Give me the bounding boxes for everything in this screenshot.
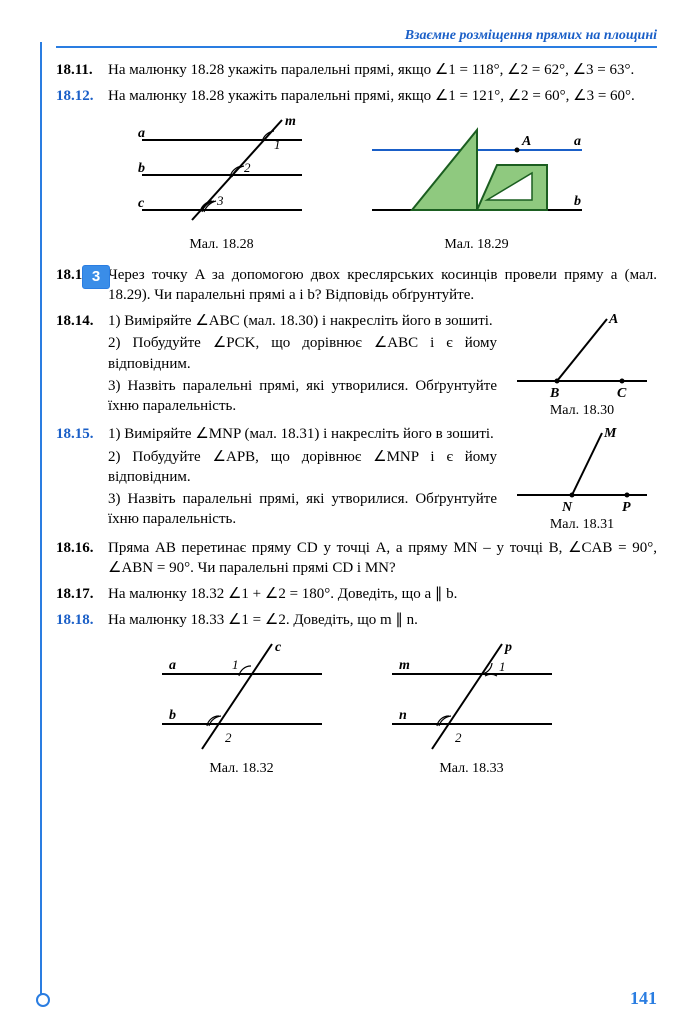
problem-text: На малюнку 18.28 укажіть паралельні прям… <box>108 86 657 106</box>
figure-caption: Мал. 18.31 <box>507 517 657 533</box>
svg-text:a: a <box>169 658 176 673</box>
problem-18-13: 18.13. Через точку A за допомогою двох к… <box>56 265 657 306</box>
svg-text:b: b <box>138 161 145 176</box>
textbook-page: Взаємне розміщення прямих на площині 18.… <box>0 0 695 1029</box>
svg-text:2: 2 <box>244 160 251 175</box>
problem-subitem: 3) Назвіть паралельні прямі, які утворил… <box>108 376 497 417</box>
figure-18-28: a b c m 1 2 3 Мал. 18.28 <box>122 115 322 253</box>
problem-18-14: 18.14. 1) Виміряйте ∠ABC (мал. 18.30) і … <box>56 311 497 418</box>
section-title: Взаємне розміщення прямих на площині <box>56 28 657 48</box>
svg-text:c: c <box>275 640 282 655</box>
figure-caption: Мал. 18.28 <box>122 237 322 253</box>
problems-14-15-block: 18.14. 1) Виміряйте ∠ABC (мал. 18.30) і … <box>56 311 657 538</box>
svg-text:2: 2 <box>455 730 462 745</box>
figure-18-33: m n p 1 2 Мал. 18.33 <box>377 639 567 777</box>
svg-text:N: N <box>561 500 573 515</box>
svg-text:b: b <box>574 194 581 209</box>
svg-text:b: b <box>169 708 176 723</box>
problem-number: 18.17. <box>56 584 108 604</box>
svg-text:A: A <box>521 134 531 149</box>
level-3-badge: 3 <box>82 265 110 289</box>
figure-caption: Мал. 18.32 <box>147 761 337 777</box>
figure-18-32: a b c 1 2 Мал. 18.32 <box>147 639 337 777</box>
svg-text:2: 2 <box>225 730 232 745</box>
svg-text:1: 1 <box>274 137 281 152</box>
problem-18-16: 18.16. Пряма AB перетинає пряму CD у точ… <box>56 538 657 579</box>
problem-18-18: 18.18. На малюнку 18.33 ∠1 = ∠2. Доведіт… <box>56 610 657 630</box>
problem-number: 18.14. <box>56 311 108 418</box>
problem-text: Через точку A за допомогою двох креслярс… <box>108 265 657 306</box>
svg-text:m: m <box>399 658 410 673</box>
problem-subitem: 2) Побудуйте ∠APB, що дорівнює ∠MNP і є … <box>108 447 497 488</box>
svg-text:a: a <box>574 134 581 149</box>
problem-text: На малюнку 18.32 ∠1 + ∠2 = 180°. Доведіт… <box>108 584 657 604</box>
figure-18-30: A B C <box>512 311 652 401</box>
problem-text: Пряма AB перетинає пряму CD у точці A, а… <box>108 538 657 579</box>
svg-text:A: A <box>608 312 618 327</box>
problem-18-11: 18.11. На малюнку 18.28 укажіть паралель… <box>56 60 657 80</box>
left-rule <box>40 42 42 1001</box>
problem-text: На малюнку 18.33 ∠1 = ∠2. Доведіть, що m… <box>108 610 657 630</box>
svg-text:3: 3 <box>216 193 224 208</box>
svg-text:B: B <box>549 386 559 401</box>
problem-number: 18.11. <box>56 60 108 80</box>
figure-18-31: M N P <box>512 425 652 515</box>
svg-text:m: m <box>285 115 296 129</box>
page-number: 141 <box>630 988 657 1009</box>
svg-text:P: P <box>622 500 631 515</box>
figure-row-1: a b c m 1 2 3 Мал. 18.28 A a b <box>56 115 657 253</box>
problem-text: На малюнку 18.28 укажіть паралельні прям… <box>108 60 657 80</box>
problem-number: 18.18. <box>56 610 108 630</box>
svg-text:M: M <box>603 426 617 441</box>
figure-18-29: A a b Мал. 18.29 <box>362 115 592 253</box>
problem-18-17: 18.17. На малюнку 18.32 ∠1 + ∠2 = 180°. … <box>56 584 657 604</box>
svg-text:1: 1 <box>499 659 506 674</box>
left-rule-dot <box>36 993 50 1007</box>
svg-text:C: C <box>617 386 627 401</box>
problem-18-12: 18.12. На малюнку 18.28 укажіть паралель… <box>56 86 657 106</box>
svg-text:n: n <box>399 708 407 723</box>
svg-text:c: c <box>138 196 145 211</box>
figure-caption: Мал. 18.29 <box>362 237 592 253</box>
problem-subitem: 1) Виміряйте ∠MNP (мал. 18.31) і накресл… <box>108 424 497 444</box>
svg-text:p: p <box>504 640 512 655</box>
problem-subitem: 3) Назвіть паралельні прямі, які утворил… <box>108 489 497 530</box>
svg-text:a: a <box>138 126 145 141</box>
problem-number: 18.16. <box>56 538 108 579</box>
problem-number: 18.12. <box>56 86 108 106</box>
problem-subitem: 1) Виміряйте ∠ABC (мал. 18.30) і накресл… <box>108 311 497 331</box>
problem-18-15: 18.15. 1) Виміряйте ∠MNP (мал. 18.31) і … <box>56 424 497 531</box>
figure-row-2: a b c 1 2 Мал. 18.32 m n p 1 2 <box>56 639 657 777</box>
problem-subitem: 2) Побудуйте ∠PCK, що дорівнює ∠ABC і є … <box>108 333 497 374</box>
svg-text:1: 1 <box>232 657 239 672</box>
problem-number: 18.15. <box>56 424 108 531</box>
figure-caption: Мал. 18.33 <box>377 761 567 777</box>
figure-caption: Мал. 18.30 <box>507 403 657 419</box>
